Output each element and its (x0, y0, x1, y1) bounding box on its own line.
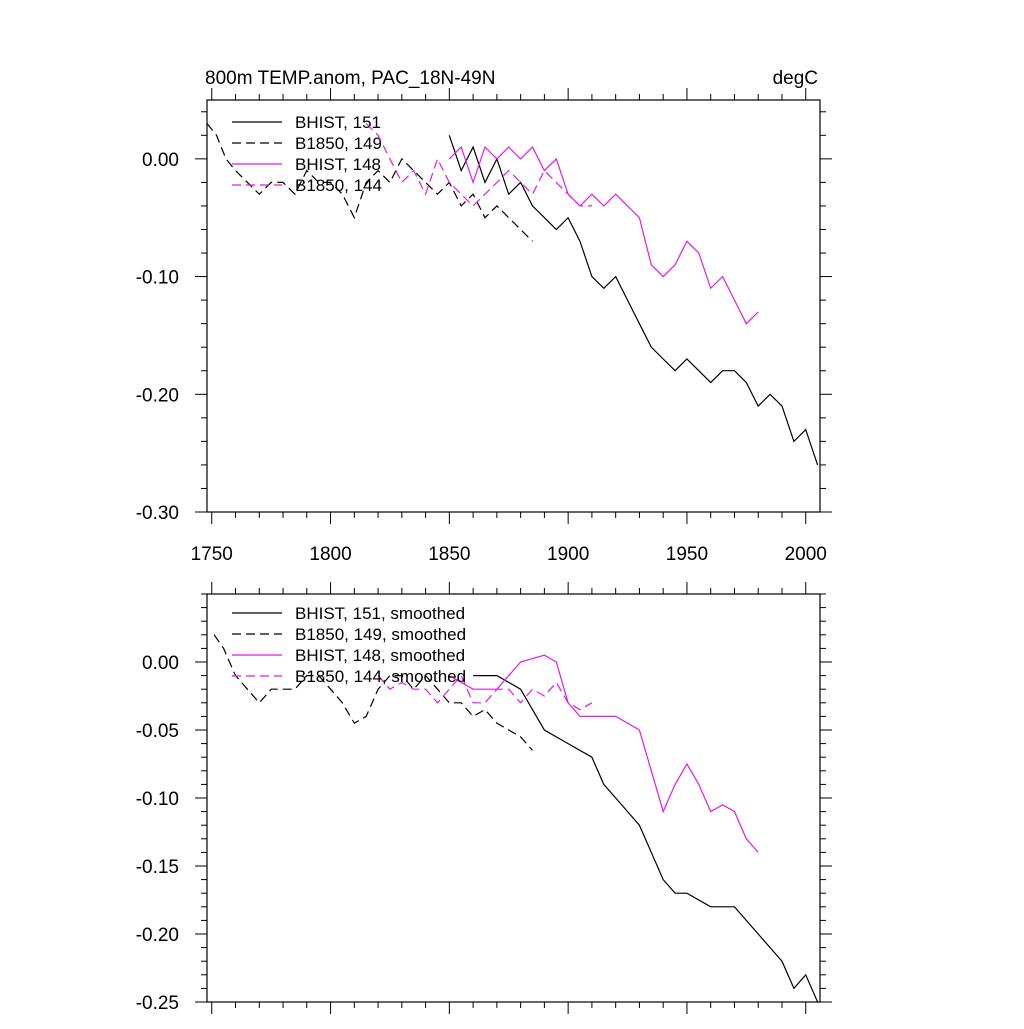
series-line (448, 145, 759, 325)
legend-label: B1850, 144 (295, 176, 382, 195)
legend-label: B1850, 149 (295, 134, 382, 153)
series-line (213, 634, 533, 751)
top-chart-panel: 1750 1800 1850 1900 1950 2000 0.00 -0.10 -0.20 -0… (136, 68, 832, 565)
legend-label: BHIST, 151 (295, 113, 381, 132)
y-tick-label: -0.10 (136, 268, 179, 289)
y-tick-label: 0.00 (142, 653, 179, 674)
units-label: degC (773, 68, 818, 89)
series-line (473, 674, 819, 1002)
series-line (448, 135, 819, 466)
y-tick-label: -0.25 (136, 993, 179, 1014)
x-tick-label: 2000 (785, 544, 827, 565)
y-tick-label: -0.20 (136, 385, 179, 406)
legend-label: BHIST, 148, smoothed (295, 646, 465, 665)
bottom-chart-panel: 0.00 -0.05 -0.10 -0.15 -0.20 -0.25 BHIST, 151,… (136, 582, 832, 1014)
x-tick-label: 1850 (428, 544, 470, 565)
x-tick-label: 1950 (666, 544, 708, 565)
y-tick-label: 0.00 (142, 150, 179, 171)
legend-label: BHIST, 148 (295, 155, 381, 174)
chart-title: 800m TEMP.anom, PAC_18N-49N (205, 68, 495, 89)
y-tick-label: -0.05 (136, 721, 179, 742)
series-line (449, 654, 759, 853)
x-tick-label: 1900 (547, 544, 589, 565)
legend-label: B1850, 149, smoothed (295, 625, 466, 644)
legend-label: BHIST, 151, smoothed (295, 604, 465, 623)
x-tick-label: 1750 (191, 544, 233, 565)
legend-label: B1850, 144, smoothed (295, 667, 466, 686)
y-tick-label: -0.20 (136, 925, 179, 946)
x-tick-label: 1800 (309, 544, 351, 565)
y-tick-label: -0.15 (136, 857, 179, 878)
plot-frame (206, 99, 821, 513)
series-line (377, 674, 593, 711)
y-tick-label: -0.10 (136, 789, 179, 810)
y-tick-label: -0.30 (136, 503, 179, 524)
series-line (365, 123, 592, 207)
